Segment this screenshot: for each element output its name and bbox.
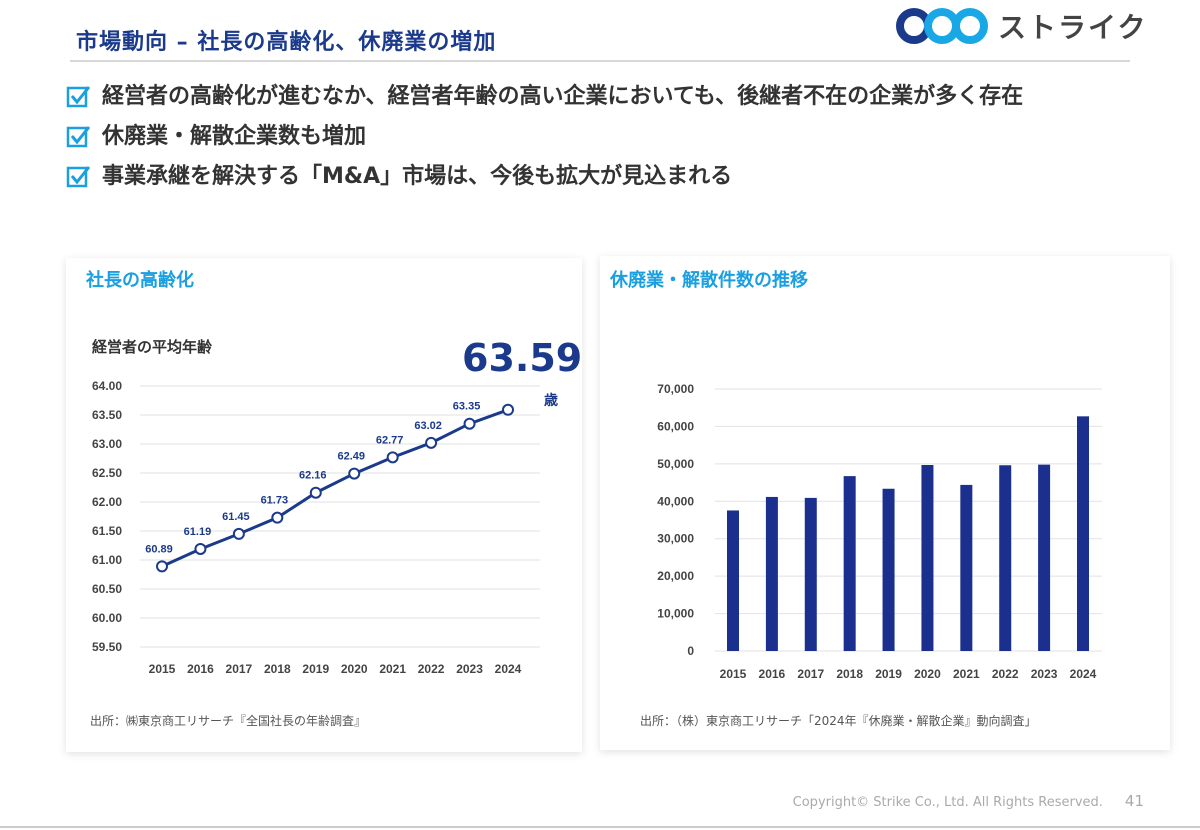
bar: [765, 496, 778, 651]
y-tick-label: 30,000: [657, 532, 694, 546]
data-label: 60.89: [145, 543, 173, 555]
source-note: 出所：（株）東京商工リサーチ「2024年『休廃業・解散企業』動向調査」: [640, 714, 1037, 728]
bullet-item: 事業承継を解決する「M&A」市場は、今後も拡大が見込まれる: [66, 160, 1166, 194]
x-tick-label: 2022: [992, 667, 1019, 681]
bar: [843, 476, 856, 651]
data-label: 63.02: [414, 420, 442, 432]
y-tick-label: 63.00: [92, 437, 122, 451]
bullet-text: 事業承継を解決する「M&A」市場は、今後も拡大が見込まれる: [102, 164, 733, 189]
data-point: [463, 417, 476, 430]
ceo-age-panel: 社長の高齢化 経営者の平均年齢 63.59 歳 64.00 63.50 63.00 6…: [66, 258, 582, 752]
y-tick-label: 20,000: [657, 569, 694, 583]
age-line: [161, 408, 509, 568]
data-point: [425, 436, 438, 449]
data-point: [348, 467, 361, 480]
y-tick-label: 0: [687, 644, 694, 658]
x-tick-label: 2020: [341, 662, 368, 676]
page-number: 41: [1124, 792, 1144, 810]
data-point: [232, 527, 245, 540]
x-tick-label: 2018: [836, 667, 863, 681]
strike-logo: ストライク: [896, 6, 1147, 46]
footer: Copyright© Strike Co., Ltd. All Rights R…: [793, 792, 1144, 810]
closures-panel: 休廃業・解散件数の推移 70,000 60,000 50,000 40,000 30,0…: [600, 256, 1170, 750]
y-tick-label: 63.50: [92, 408, 122, 422]
logo-text: ストライク: [998, 11, 1148, 44]
page-title: 市場動向 – 社長の高齢化、休廃業の増加: [76, 30, 497, 55]
data-point: [156, 560, 168, 573]
data-label: 61.45: [222, 511, 250, 523]
x-tick-label: 2021: [953, 667, 980, 681]
x-tick-label: 2016: [187, 662, 214, 676]
x-tick-label: 2015: [149, 662, 176, 676]
bullet-text: 休廃業・解散企業数も増加: [102, 124, 367, 149]
x-tick-label: 2017: [226, 662, 253, 676]
bar: [727, 510, 739, 651]
closures-bar-chart: 70,000 60,000 50,000 40,000 30,000 20,000 10,0…: [657, 382, 1102, 681]
copyright: Copyright© Strike Co., Ltd. All Rights R…: [792, 795, 1103, 810]
age-unit: 歳: [544, 393, 558, 409]
checkbox-checked-icon: [66, 86, 91, 108]
data-label: 62.77: [376, 434, 404, 446]
y-tick-label: 50,000: [657, 457, 694, 471]
bullet-item: 休廃業・解散企業数も増加: [66, 120, 1166, 154]
bar: [1038, 464, 1051, 651]
y-tick-label: 40,000: [657, 494, 694, 508]
x-tick-label: 2017: [797, 667, 824, 681]
y-tick-label: 62.50: [92, 466, 122, 480]
x-tick-label: 2021: [379, 662, 406, 676]
y-tick-label: 61.50: [92, 524, 122, 538]
data-label: 61.73: [261, 495, 289, 507]
bar: [882, 488, 895, 651]
data-point: [502, 403, 514, 416]
bottom-divider: [0, 826, 1200, 828]
y-tick-label: 10,000: [657, 607, 694, 621]
y-tick-label: 62.00: [92, 495, 122, 509]
y-tick-label: 60.00: [92, 611, 122, 625]
checkbox-checked-icon: [66, 126, 91, 148]
bullet-text: 経営者の高齢化が進むなか、経営者年齢の高い企業においても、後継者不在の企業が多く…: [102, 84, 1024, 109]
panel-title: 社長の高齢化: [86, 270, 194, 291]
panel-title: 休廃業・解散件数の推移: [610, 270, 808, 291]
x-tick-label: 2022: [418, 662, 445, 676]
bar: [1077, 416, 1089, 651]
x-tick-label: 2020: [914, 667, 941, 681]
y-tick-label: 70,000: [657, 382, 694, 396]
x-tick-label: 2019: [302, 662, 329, 676]
data-point: [309, 486, 322, 499]
y-tick-label: 59.50: [92, 640, 122, 654]
logo-rings-icon: [896, 8, 988, 44]
average-age-line-chart: 64.00 63.50 63.00 62.50 62.00 61.50 61.00 60.50…: [92, 379, 540, 676]
latest-average-age: 63.59: [462, 336, 583, 380]
data-point: [271, 511, 284, 524]
data-point: [194, 542, 207, 555]
y-tick-label: 64.00: [92, 379, 122, 393]
x-tick-label: 2024: [1070, 667, 1097, 681]
data-point: [386, 451, 399, 464]
x-tick-label: 2016: [759, 667, 786, 681]
chart-subtitle: 経営者の平均年齢: [92, 338, 213, 356]
bar: [804, 497, 817, 651]
data-label: 62.49: [337, 451, 365, 463]
bar: [960, 484, 973, 651]
title-divider: [70, 60, 1130, 62]
x-tick-label: 2024: [495, 662, 522, 676]
y-tick-label: 60.50: [92, 582, 122, 596]
data-label: 62.16: [299, 470, 327, 482]
data-label: 61.19: [184, 526, 212, 538]
y-tick-label: 61.00: [92, 553, 122, 567]
x-tick-label: 2018: [264, 662, 291, 676]
x-tick-label: 2023: [1031, 667, 1058, 681]
bullet-item: 経営者の高齢化が進むなか、経営者年齢の高い企業においても、後継者不在の企業が多く…: [66, 80, 1166, 114]
x-tick-label: 2023: [456, 662, 483, 676]
bar: [999, 465, 1012, 651]
x-tick-label: 2019: [875, 667, 902, 681]
x-tick-label: 2015: [720, 667, 747, 681]
bar: [921, 464, 934, 651]
checkbox-checked-icon: [66, 166, 91, 188]
data-label: 63.35: [453, 401, 481, 413]
bullet-list: 経営者の高齢化が進むなか、経営者年齢の高い企業においても、後継者不在の企業が多く…: [66, 80, 1166, 200]
y-tick-label: 60,000: [657, 419, 694, 433]
source-note: 出所：㈱東京商工リサーチ『全国社長の年齢調査』: [90, 714, 367, 728]
